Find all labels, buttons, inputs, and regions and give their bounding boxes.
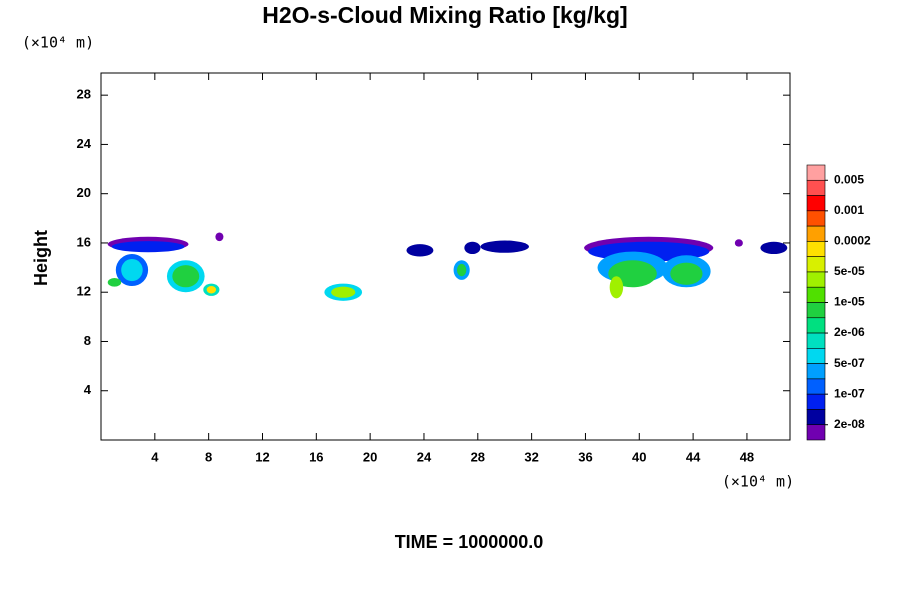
cloud-region (107, 278, 122, 287)
y-unit: (×10⁴ m) (22, 34, 94, 52)
colorbar-box (806, 210, 826, 227)
x-tick-label: 12 (255, 449, 269, 464)
cloud-region (121, 258, 143, 282)
x-tick-label: 44 (686, 449, 701, 464)
colorbar-box (806, 409, 826, 426)
y-tick-label: 8 (84, 333, 91, 348)
cloud-region (111, 241, 185, 253)
colorbar-box (806, 332, 826, 349)
x-tick-label: 40 (632, 449, 646, 464)
x-tick-label: 48 (740, 449, 754, 464)
cloud-region (734, 239, 743, 247)
colorbar-label: 1e-07 (834, 386, 865, 400)
colorbar-box (806, 225, 826, 242)
cloud-region (215, 232, 224, 242)
y-tick-label: 20 (77, 185, 91, 200)
cloud-region (480, 240, 529, 253)
cloud-region (406, 244, 434, 257)
x-tick-label: 8 (205, 449, 212, 464)
colorbar-label: 5e-05 (834, 264, 865, 278)
cloud-region (331, 286, 356, 298)
colorbar-box (806, 164, 826, 181)
plot-frame (100, 72, 791, 441)
colorbar-label: 0.001 (834, 203, 864, 217)
y-tick-label: 12 (77, 284, 91, 299)
colorbar-box (806, 393, 826, 410)
cloud-region (760, 241, 788, 255)
y-tick-label: 16 (77, 234, 91, 249)
colorbar-box (806, 256, 826, 273)
colorbar-box (806, 286, 826, 303)
y-axis-label: Height (31, 230, 51, 286)
colorbar-label: 2e-08 (834, 417, 865, 431)
y-tick-label: 4 (84, 382, 92, 397)
colorbar-label: 2e-06 (834, 325, 865, 339)
colorbar-box (806, 271, 826, 288)
colorbar-label: 0.005 (834, 172, 864, 186)
x-tick-label: 28 (471, 449, 485, 464)
colorbar-box (806, 302, 826, 319)
y-tick-label: 28 (77, 87, 91, 102)
cloud-region (456, 263, 467, 277)
y-tick-label: 24 (77, 136, 92, 151)
x-tick-label: 36 (578, 449, 592, 464)
colorbar-box (806, 424, 826, 441)
colorbar-box (806, 363, 826, 380)
colorbar-label: 5e-07 (834, 356, 865, 370)
chart-title: H2O-s-Cloud Mixing Ratio [kg/kg] (262, 2, 627, 28)
x-tick-label: 32 (524, 449, 538, 464)
cloud-region (206, 286, 217, 294)
colorbar-box (806, 317, 826, 334)
x-tick-label: 24 (417, 449, 432, 464)
colorbar-box (806, 195, 826, 212)
colorbar-label: 0.0002 (834, 234, 871, 248)
cloud-region (670, 262, 703, 285)
colorbar-box (806, 348, 826, 364)
colorbar-box (806, 378, 826, 395)
plot-area (107, 232, 788, 301)
cloud-region (609, 276, 624, 299)
colorbar-label: 1e-05 (834, 295, 865, 309)
cloud-region (464, 241, 481, 255)
x-tick-label: 20 (363, 449, 377, 464)
colorbar-box (806, 179, 826, 196)
footer: TIME = 1000000.0 (395, 532, 544, 552)
x-unit: (×10⁴ m) (722, 473, 794, 491)
x-tick-label: 16 (309, 449, 323, 464)
cloud-region (172, 265, 200, 288)
colorbar-box (806, 241, 826, 257)
x-tick-label: 4 (151, 449, 159, 464)
